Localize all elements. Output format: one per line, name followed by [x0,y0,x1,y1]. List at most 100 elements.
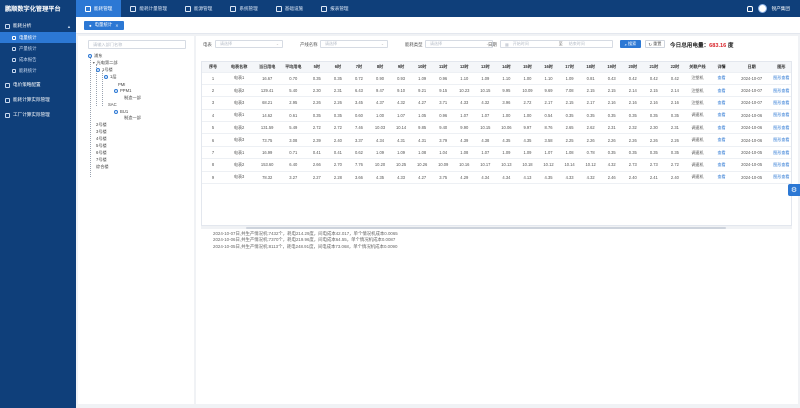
view-chart-link[interactable]: 图形查看 [769,146,791,160]
table-cell: 2.31 [327,84,349,98]
tree-node[interactable]: BU1 [78,108,194,115]
tree-node[interactable]: 7号楼 [78,156,194,163]
top-bar: 鹏顺数字化管理平台 能耗管理 能耗计量管理 能源管理 系统管理 基础设施 报表管… [0,0,800,17]
view-detail-link[interactable]: 查看 [709,109,734,123]
view-chart-link[interactable]: 图形查看 [769,133,791,147]
table-cell: 4.32 [601,158,623,172]
table-cell: 2.72 [327,121,349,135]
sidebar-item-electricity-stats[interactable]: 电量统计 [0,32,76,43]
table-cell: 2.31 [601,121,623,135]
table-cell: 2.16 [664,96,686,110]
tree-node[interactable]: 制造一部 [78,94,194,101]
topnav-energy[interactable]: 能源管理 [176,0,221,17]
tree-node[interactable]: 1层 [78,74,194,81]
tab-electricity-stats[interactable]: ● 电量统计 ✕ [84,20,124,30]
tree-node[interactable]: PPM1 [78,87,194,94]
table-cell: 2.65 [559,121,581,135]
settings-gear-icon[interactable]: ⚙ [788,184,800,196]
table-cell: 1.10 [495,72,517,85]
table-cell: 2.15 [643,84,665,98]
view-chart-link[interactable]: 图形查看 [769,96,791,110]
sidebar-item-energy-stats[interactable]: 能耗统计 [0,65,76,76]
tree-node[interactable]: 3号楼 [78,129,194,136]
topnav-system[interactable]: 系统管理 [221,0,266,17]
table-cell: 1.07 [474,109,496,123]
topnav-energy-management[interactable]: 能耗管理 [76,0,122,17]
table-cell: 0.35 [559,109,581,123]
topnav-reports[interactable]: 报表管理 [312,0,357,17]
column-header: 15时 [516,62,538,73]
tree-search-input[interactable]: 请输入部门名称 [88,40,186,49]
table-cell: 6 [202,133,225,147]
sidebar-group-energy-actual[interactable]: 能耗计算实际管理 [0,94,76,106]
tree-node[interactable]: 制造一部 [78,115,194,122]
sidebar-group-energy-analysis[interactable]: 能耗分析 ▲ [0,20,76,32]
view-detail-link[interactable]: 查看 [709,146,734,160]
tree-node[interactable]: 综合楼 [78,163,194,170]
table-cell: 2.16 [622,96,644,110]
refresh-icon: ↻ [648,41,653,47]
view-chart-link[interactable]: 图形查看 [769,158,791,172]
tree-node[interactable]: ▼ 光电第二部 [78,60,194,67]
view-detail-link[interactable]: 查看 [709,133,734,147]
chevron-down-icon: ⌄ [275,42,279,46]
view-detail-link[interactable]: 查看 [709,158,734,172]
view-chart-link[interactable]: 图形查看 [769,121,791,135]
type-select[interactable]: 请选择 ⌄ [425,40,493,48]
tree-node[interactable]: SAC [78,101,194,108]
tree-node[interactable]: 2号楼 [78,122,194,129]
sidebar-item-output-stats[interactable]: 产量统计 [0,43,76,54]
table-cell: 2.40 [327,133,349,147]
table-cell: 电表2 [224,121,255,135]
view-detail-link[interactable]: 查看 [709,72,734,85]
sidebar-item-cost-report[interactable]: 成本报告 [0,54,76,65]
table-cell: 3.75 [432,171,454,185]
bell-icon[interactable] [746,5,753,12]
sidebar-group-factory-actual[interactable]: 工厂计算实际管理 [0,109,76,121]
tree-node[interactable]: 5号楼 [78,143,194,150]
table-cell: 4.31 [411,133,433,147]
tree-node[interactable]: PMI [78,81,194,88]
date-range-picker[interactable]: ▦ 开始时间 至 结束时间 [500,40,613,48]
table-cell: 2.41 [643,171,665,185]
table-cell: 0.43 [601,72,623,85]
gear-icon [230,5,237,12]
user-name[interactable]: 锐产集团 [771,5,790,11]
table-cell: 8.76 [538,121,560,135]
tree-node[interactable]: 浦东 [78,53,194,60]
line-select[interactable]: 请选择 ⌄ [320,40,388,48]
tree-node[interactable]: 1号楼 [78,67,194,74]
view-detail-link[interactable]: 查看 [709,121,734,135]
close-icon[interactable]: ✕ [115,22,119,28]
view-chart-link[interactable]: 图形查看 [769,72,791,85]
horizontal-scrollbar[interactable] [201,226,792,229]
tree-node[interactable]: 4号楼 [78,136,194,143]
scrollbar-thumb[interactable] [246,226,726,229]
table-cell: 4 [202,109,225,123]
factory-icon [5,112,10,118]
view-detail-link[interactable]: 查看 [709,171,734,185]
column-header: 关联产线 [685,62,710,73]
table-cell: 0.42 [643,72,665,85]
tree-node[interactable]: 6号楼 [78,149,194,156]
sidebar-group-price-config[interactable]: 电价策略配置 [0,79,76,91]
view-detail-link[interactable]: 查看 [709,84,734,98]
meter-select[interactable]: 请选择 ⌄ [215,40,283,48]
reset-button[interactable]: ↻ 重置 [645,40,665,48]
summary-line: 2024-10-07日,共生产情况机:7432个，耗电214.29度，间电成本4… [213,231,398,236]
type-filter-label: 能耗类型 [405,42,423,47]
table-cell: 10.20 [369,158,391,172]
view-chart-link[interactable]: 图形查看 [769,109,791,123]
view-detail-link[interactable]: 查看 [709,96,734,110]
search-button[interactable]: ⌕ 搜索 [620,40,641,48]
table-cell: 2.17 [538,96,560,110]
table-cell: 68.21 [254,96,281,110]
avatar[interactable] [757,4,767,13]
table-cell: 0.35 [664,109,686,123]
view-chart-link[interactable]: 图形查看 [769,171,791,185]
view-chart-link[interactable]: 图形查看 [769,84,791,98]
table-cell: 0.35 [306,109,328,123]
topnav-metering[interactable]: 能耗计量管理 [121,0,176,17]
topnav-infrastructure[interactable]: 基础设施 [267,0,312,17]
table-row: 6 电表3 73.75 3.08 2.39 2.40 3.37 4.34 4.31 4.31 3.7… [202,133,791,147]
